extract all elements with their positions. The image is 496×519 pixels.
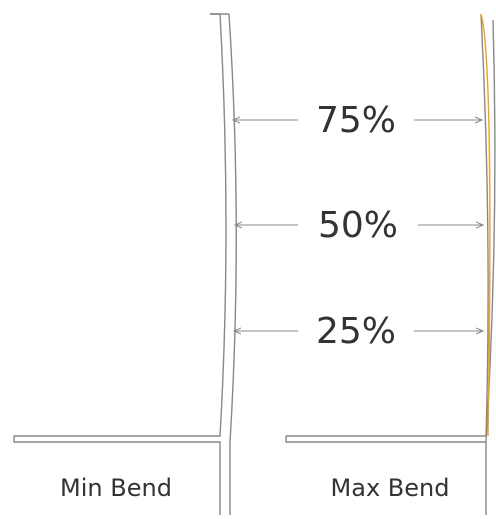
max-bend-strip-outline [285,13,496,515]
max-bend-highlight-line [480,13,491,437]
max-bend-panel [285,13,496,515]
level-label-75: 75% [315,100,396,141]
min-bend-panel [13,13,237,515]
level-label-25: 25% [315,311,396,352]
level-label-50: 50% [317,205,398,246]
min-bend-caption: Min Bend [60,474,172,502]
min-bend-strip-outline [13,13,237,515]
max-bend-caption: Max Bend [330,474,450,502]
